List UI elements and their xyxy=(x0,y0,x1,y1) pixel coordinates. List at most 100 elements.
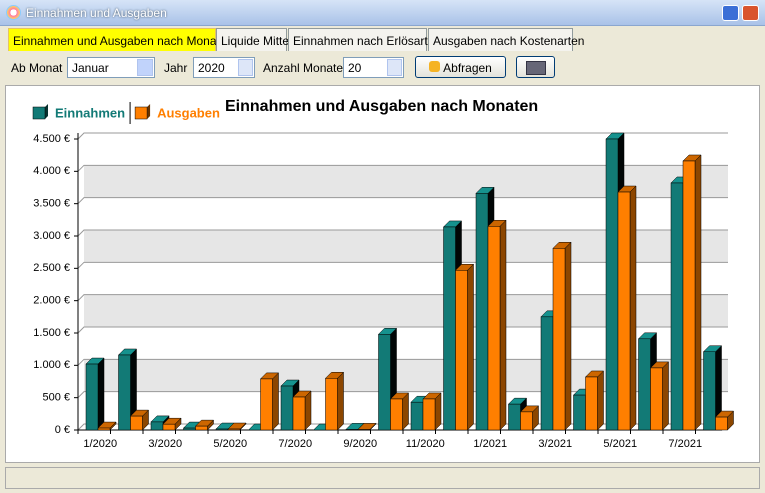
legend-swatch xyxy=(32,106,46,120)
x-tick-label: 3/2020 xyxy=(148,438,182,450)
bar-front xyxy=(585,376,598,431)
x-tick-label: 11/2020 xyxy=(406,438,445,450)
dropdown-arrow[interactable] xyxy=(137,59,153,76)
bar-front xyxy=(703,351,716,431)
x-tick-label: 3/2021 xyxy=(538,438,572,450)
grid-line xyxy=(77,197,728,205)
bar-front xyxy=(443,226,456,431)
y-tick-label: 3.500 € xyxy=(33,198,70,210)
bar xyxy=(584,370,605,431)
bar xyxy=(552,241,572,431)
bar-front xyxy=(650,367,663,431)
grid-line xyxy=(77,229,728,237)
spin-buttons[interactable] xyxy=(238,59,253,76)
chart-title: Einnahmen und Ausgaben nach Monaten xyxy=(225,98,538,115)
grid-line xyxy=(77,132,728,140)
bar-front xyxy=(357,429,371,431)
tab[interactable]: Ausgaben nach Kostenarten xyxy=(428,28,584,51)
bar-side xyxy=(402,392,409,431)
bar xyxy=(292,390,312,431)
bar-front xyxy=(150,421,164,431)
legend-label: Ausgaben xyxy=(157,105,220,120)
bar-side xyxy=(337,371,344,431)
month-select[interactable]: Januar xyxy=(67,57,155,78)
grid-line xyxy=(77,261,728,269)
bar-side xyxy=(564,241,572,431)
bar-front xyxy=(605,138,619,431)
x-tick-label: 5/2021 xyxy=(603,438,637,450)
y-tick-label: 0 € xyxy=(55,424,70,436)
bar xyxy=(507,397,528,431)
grid-line xyxy=(77,358,728,366)
x-tick-label: 1/2020 xyxy=(83,438,117,450)
bar xyxy=(702,345,723,431)
bar-front xyxy=(670,182,684,431)
bar-side xyxy=(662,361,669,431)
bar-front xyxy=(183,427,196,431)
bar xyxy=(357,422,377,431)
print-icon xyxy=(525,61,546,75)
bar xyxy=(162,417,182,431)
y-tick-label: 2.000 € xyxy=(33,295,70,307)
x-tick-label: 7/2021 xyxy=(668,438,702,450)
x-tick-label: 1/2021 xyxy=(473,438,507,450)
spin-value: 2020 xyxy=(198,61,225,75)
label: Ab Monat xyxy=(11,61,63,75)
bar xyxy=(487,219,507,431)
bar xyxy=(617,185,637,431)
bar xyxy=(714,410,735,431)
bar-side xyxy=(629,185,637,431)
y-tick-label: 1.000 € xyxy=(33,359,70,371)
legend-swatch-side xyxy=(45,104,48,119)
bar-front xyxy=(390,398,403,431)
bar-front xyxy=(280,385,294,431)
bar-side xyxy=(694,154,702,431)
spin-buttons[interactable] xyxy=(387,59,402,76)
bar-front xyxy=(422,398,436,431)
bar xyxy=(129,409,150,431)
bar-front xyxy=(540,316,554,431)
grid-line xyxy=(77,326,728,334)
button-icon xyxy=(429,61,440,72)
bar xyxy=(97,421,117,431)
bar-front xyxy=(227,428,241,431)
bar-front xyxy=(573,394,586,431)
tab[interactable]: Einnahmen nach Erlösarten xyxy=(288,28,441,51)
bar-front xyxy=(215,428,229,431)
button-label: Abfragen xyxy=(443,61,492,75)
tab[interactable]: Liquide Mittel xyxy=(216,28,292,51)
status-bar xyxy=(5,467,760,489)
y-tick-label: 500 € xyxy=(42,392,70,404)
y-tick-label: 2.500 € xyxy=(33,262,70,274)
tab[interactable]: Einnahmen und Ausgaben nach Monaten xyxy=(8,28,233,51)
bar-side xyxy=(499,219,507,431)
bar-front xyxy=(487,226,501,431)
bar-front xyxy=(130,415,143,431)
bar-front xyxy=(378,334,391,431)
bar xyxy=(454,263,475,431)
bar-front xyxy=(162,423,176,431)
print-button[interactable] xyxy=(516,56,555,78)
label: Anzahl Monate xyxy=(263,61,344,75)
x-tick-label: 5/2020 xyxy=(213,438,247,450)
close-button[interactable] xyxy=(742,5,759,21)
bar-front xyxy=(552,248,566,431)
bar-front xyxy=(410,401,424,431)
bar-front xyxy=(118,354,131,431)
app-icon xyxy=(6,5,21,20)
minimize-button[interactable] xyxy=(722,5,739,21)
window-title: Einnahmen und Ausgaben xyxy=(26,6,167,20)
bar xyxy=(519,405,540,431)
bar-front xyxy=(97,427,111,431)
x-tick-label: 7/2020 xyxy=(278,438,312,450)
grid-line xyxy=(77,391,728,399)
y-tick-label: 4.500 € xyxy=(33,133,70,145)
bar xyxy=(682,154,702,431)
spin-value: 20 xyxy=(348,61,362,75)
bar-front xyxy=(617,191,631,431)
bar-front xyxy=(475,193,489,431)
bar-side xyxy=(304,390,312,431)
legend-label: Einnahmen xyxy=(55,105,125,120)
